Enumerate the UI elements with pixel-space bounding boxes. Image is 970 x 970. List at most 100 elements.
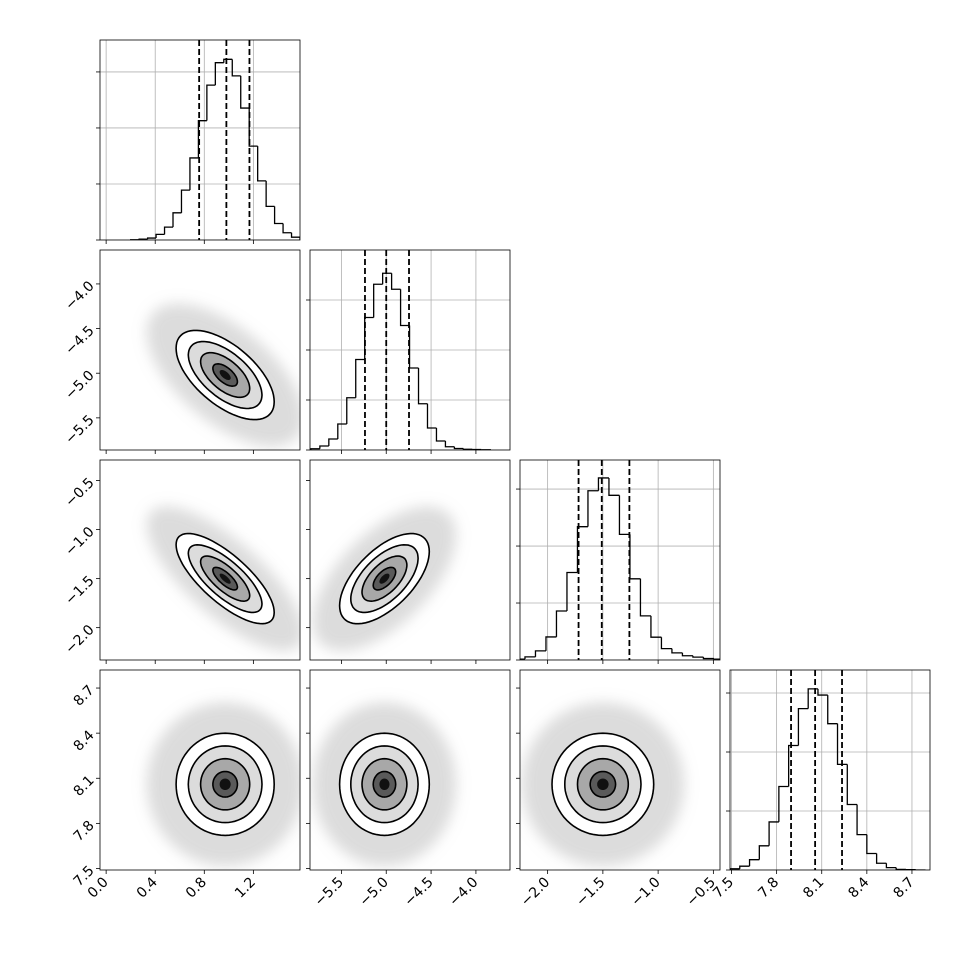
histogram-bin [337, 423, 347, 439]
histogram-bin [319, 445, 329, 449]
histogram-bin [146, 237, 157, 240]
histogram-bin [660, 637, 672, 650]
histogram-bin [778, 785, 789, 822]
histogram-bin [702, 657, 714, 660]
histogram-bin [895, 867, 906, 870]
plot-area [146, 303, 300, 447]
histogram-bin [545, 636, 557, 651]
panel: 0.0 0.4 0.8 1.28.78.48.17.87.5 [71, 669, 301, 901]
density-core [597, 778, 609, 790]
contour-line [212, 770, 239, 798]
histogram-bin [426, 403, 437, 429]
histogram-bin [240, 75, 250, 109]
histogram-bin [373, 283, 383, 318]
histogram-bin [197, 120, 207, 158]
contour-line [551, 732, 655, 837]
contour-line [372, 566, 397, 591]
histogram-bin [787, 744, 799, 787]
histogram-bin [846, 764, 858, 806]
plot-area [520, 460, 720, 660]
histogram-bin [608, 477, 620, 496]
contour-line [187, 340, 263, 410]
histogram-bin [189, 157, 199, 191]
histogram-bin [462, 448, 473, 450]
histogram-bin [797, 707, 809, 746]
histogram-bin [671, 648, 683, 654]
histogram-bin [885, 863, 897, 869]
histogram-bin [856, 804, 867, 836]
contour-line [338, 532, 431, 625]
contour-line [187, 543, 263, 614]
histogram-bin [290, 232, 300, 240]
histogram-bin [566, 571, 578, 611]
contour-line [175, 329, 276, 421]
histogram-bin [692, 655, 704, 658]
histogram-bin [597, 477, 609, 491]
density-core [219, 370, 231, 380]
histogram-bin [172, 212, 182, 228]
histogram-bin [248, 108, 258, 147]
histogram-bin [817, 688, 828, 696]
histogram-bin [618, 495, 630, 536]
histogram-bin [827, 695, 838, 725]
panel [96, 39, 301, 244]
panel-frame [309, 669, 511, 871]
histogram-bin [346, 397, 356, 424]
histogram-bin [223, 58, 233, 63]
histogram-bin [417, 368, 428, 405]
panel: −4.0−4.5−5.0−5.5 [62, 249, 301, 454]
histogram-bin [836, 723, 848, 766]
histogram-bin [138, 238, 148, 240]
histogram-bin [524, 656, 536, 660]
panel-frame [99, 669, 301, 871]
contour-line [199, 555, 251, 603]
contour-line [175, 732, 276, 837]
panel-frame [309, 249, 511, 451]
histogram-bin [355, 358, 365, 398]
density-core [379, 778, 390, 790]
histogram-bin [587, 490, 599, 527]
contour-line [212, 362, 239, 388]
plot-area [312, 506, 457, 651]
panel [306, 459, 511, 664]
histogram-bin [435, 428, 446, 442]
histogram-bin [520, 658, 525, 660]
histogram-bin [206, 84, 216, 121]
histogram-bin [730, 868, 740, 870]
histogram-bin [381, 272, 392, 285]
density-core [219, 778, 231, 790]
histogram-bin [310, 448, 320, 450]
histogram-bin [534, 650, 546, 657]
histogram-bin [866, 834, 877, 855]
panel-frame [309, 459, 511, 661]
contour-line [361, 757, 408, 811]
histogram-bin [453, 446, 464, 450]
plot-area [146, 506, 300, 651]
panel-frame [519, 669, 721, 871]
histogram-bin [639, 578, 651, 617]
contour-line [338, 732, 431, 837]
contour-line [576, 757, 630, 811]
histogram-bin [650, 615, 662, 638]
contour-line [349, 745, 419, 824]
panel [516, 459, 721, 664]
plot-area [312, 702, 457, 867]
histogram-bin [399, 289, 410, 327]
histogram-bin [576, 526, 588, 573]
histogram-bin [739, 865, 750, 869]
panel-frame [519, 459, 721, 661]
histogram-bin [555, 610, 567, 637]
histogram-bin [768, 821, 779, 846]
panel-frame [99, 249, 301, 451]
histogram-bin [444, 441, 455, 448]
contour-line [349, 543, 419, 614]
density-core [379, 573, 390, 584]
histogram-bin [713, 658, 720, 660]
panel-frame [729, 669, 931, 871]
histogram-bin [282, 223, 292, 234]
histogram-bin [758, 845, 770, 860]
contour-line [589, 770, 617, 798]
